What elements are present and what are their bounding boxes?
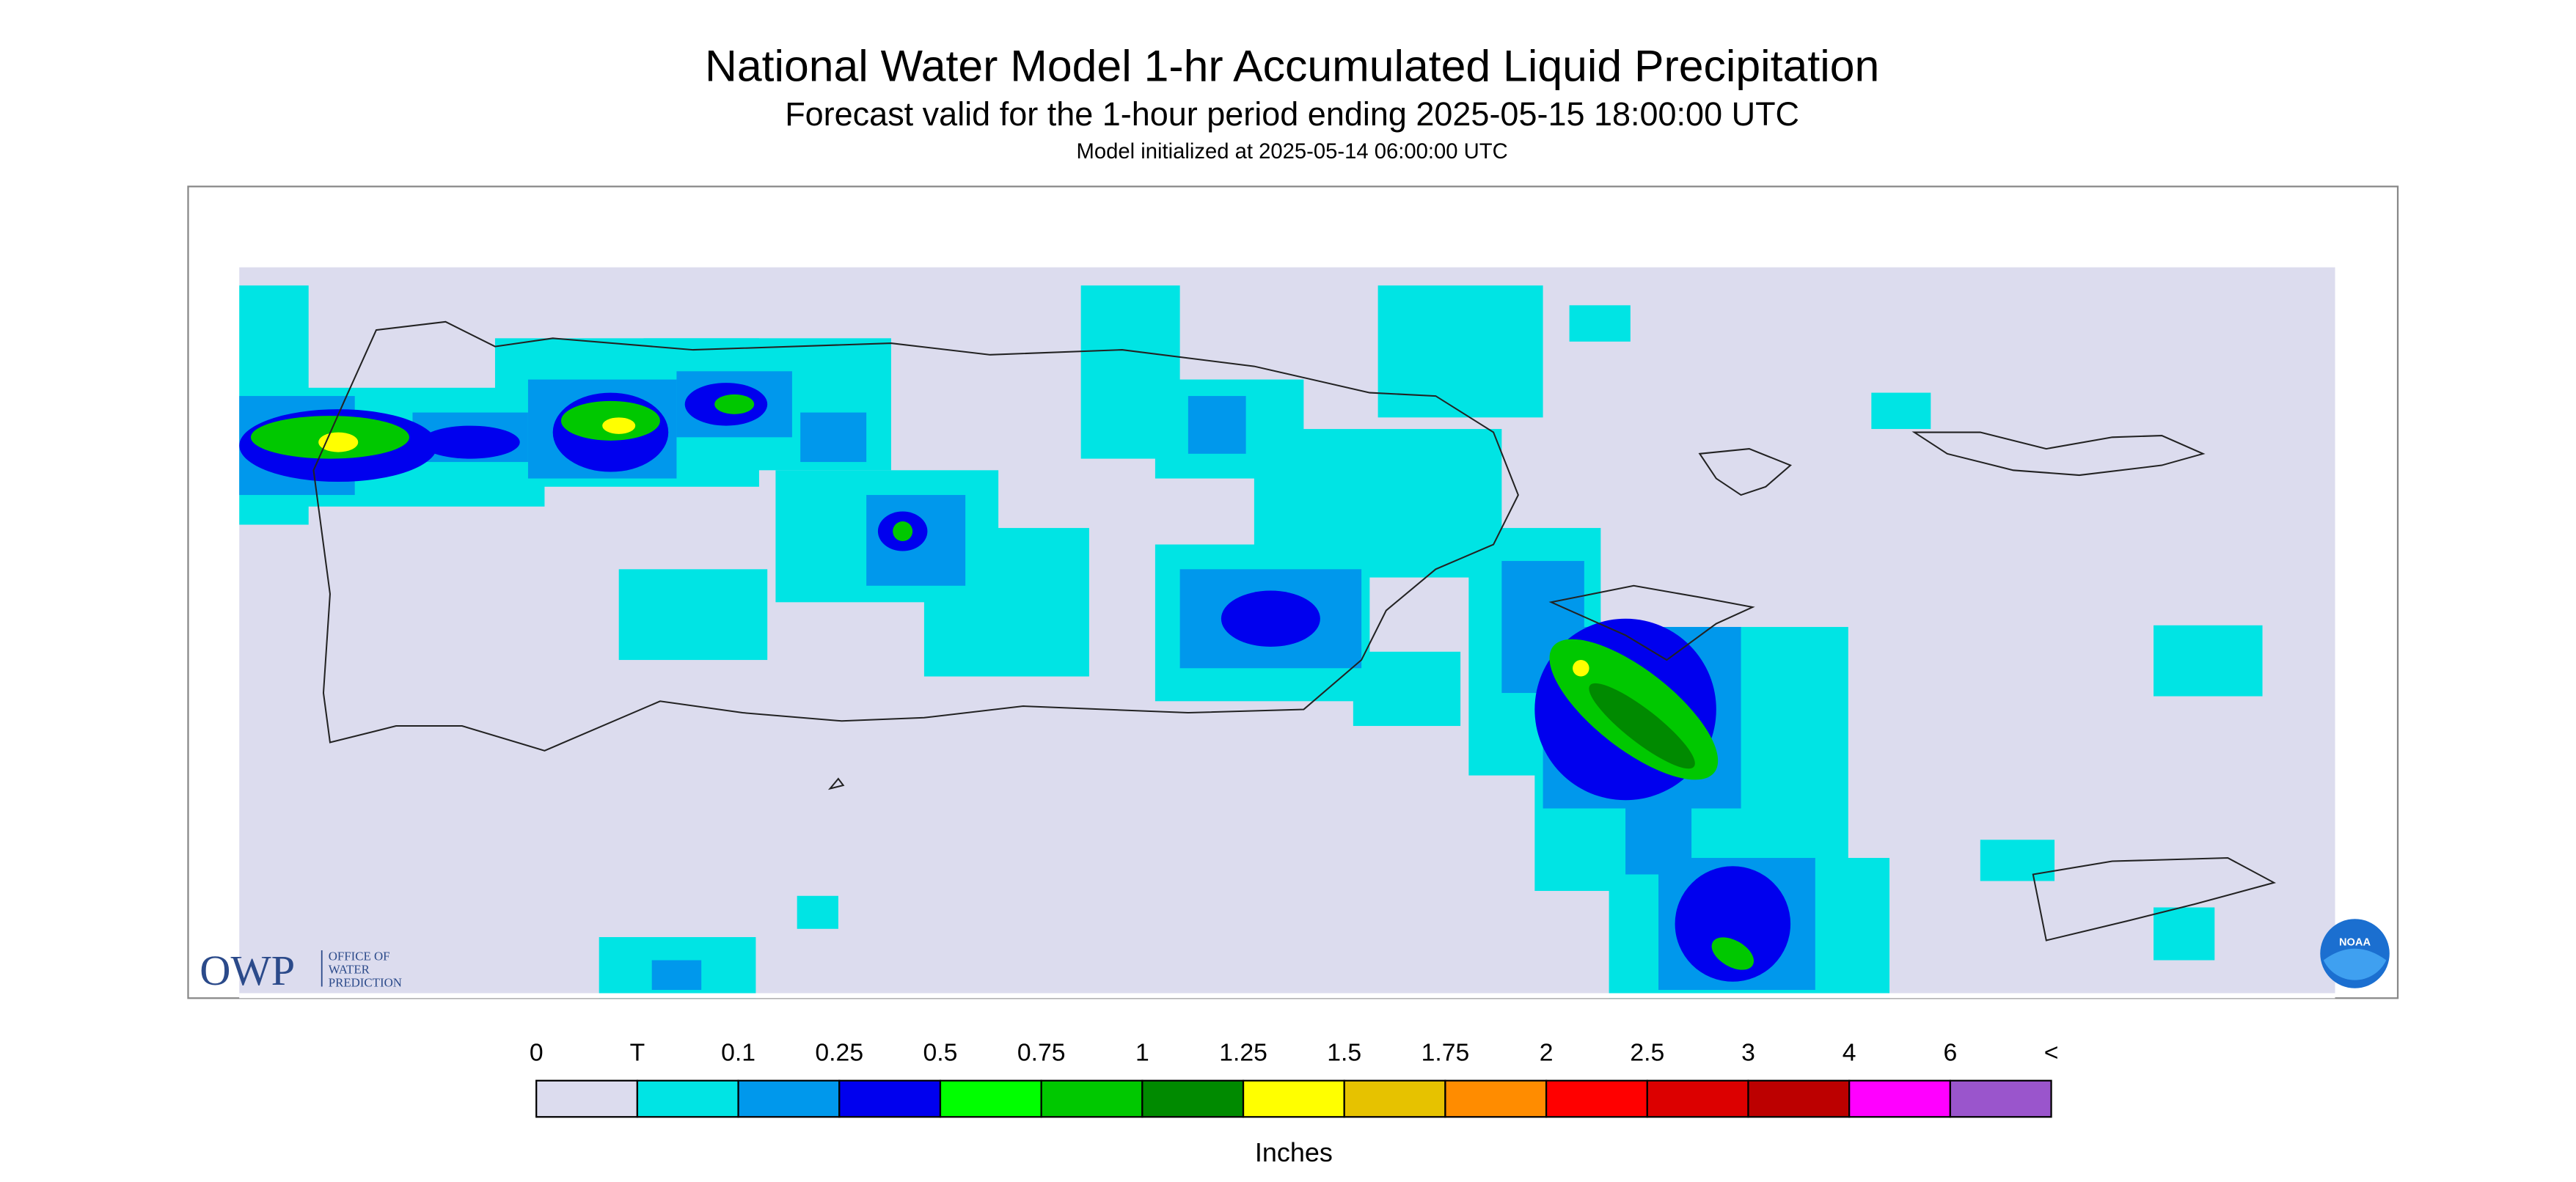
init-time: Model initialized at 2025-05-14 06:00:00… <box>1076 140 1507 164</box>
legend-label: 1.25 <box>1219 1039 1267 1067</box>
legend-label: 3 <box>1741 1039 1755 1067</box>
subtitle: Forecast valid for the 1-hour period end… <box>785 95 1799 133</box>
noaa-text: NOAA <box>2339 936 2371 948</box>
legend-swatch <box>1848 1079 1951 1118</box>
owp-logo: OWP OFFICE OF WATER PREDICTION <box>200 947 402 994</box>
legend: Inches 0 T 0.1 0.25 0.5 0.75 1 1.25 1.5 1.75 2 2.5 3… <box>530 1039 2059 1167</box>
legend-label: 2.5 <box>1630 1039 1664 1067</box>
map-area <box>239 267 2335 999</box>
legend-label: < <box>2044 1039 2059 1067</box>
legend-label: 1.75 <box>1421 1039 1470 1067</box>
legend-swatch <box>1747 1079 1851 1118</box>
legend-swatch <box>1646 1079 1749 1118</box>
legend-swatch <box>636 1079 739 1118</box>
legend-swatch <box>1545 1079 1648 1118</box>
title: National Water Model 1-hr Accumulated Li… <box>705 40 1879 90</box>
legend-swatch <box>838 1079 942 1118</box>
precip-extreme <box>318 417 1589 677</box>
domain-edge <box>239 993 2335 999</box>
legend-label: 2 <box>1540 1039 1554 1067</box>
noaa-logo: NOAA <box>2320 919 2390 988</box>
legend-label: T <box>630 1039 645 1067</box>
legend-label: 4 <box>1843 1039 1856 1067</box>
legend-swatch <box>1141 1079 1245 1118</box>
legend-swatch <box>737 1079 841 1118</box>
owp-logo-line: WATER <box>329 963 370 977</box>
legend-label: 0.5 <box>923 1039 958 1067</box>
noaa-wave <box>2323 948 2387 980</box>
precip-very-heavy <box>1589 683 1695 769</box>
legend-label: 1 <box>1135 1039 1149 1067</box>
legend-label: 6 <box>1943 1039 1957 1067</box>
coastline <box>312 320 2277 941</box>
legend-swatch <box>1040 1079 1144 1118</box>
legend-swatch <box>1242 1079 1345 1118</box>
legend-swatch <box>1444 1079 1548 1118</box>
legend-label: 0.25 <box>815 1039 863 1067</box>
legend-swatch <box>1343 1079 1446 1118</box>
legend-swatch <box>1949 1079 2052 1118</box>
owp-logo-line: PREDICTION <box>329 976 402 990</box>
legend-label: 1.5 <box>1327 1039 1361 1067</box>
legend-label: 0.1 <box>721 1039 755 1067</box>
owp-logo-line: OFFICE OF <box>329 950 390 963</box>
owp-logo-text: OWP <box>200 947 295 994</box>
legend-label: 0 <box>530 1039 544 1067</box>
legend-label: 0.75 <box>1017 1039 1066 1067</box>
legend-title: Inches <box>1255 1137 1333 1167</box>
legend-swatch <box>939 1079 1042 1118</box>
legend-swatch <box>535 1079 639 1118</box>
